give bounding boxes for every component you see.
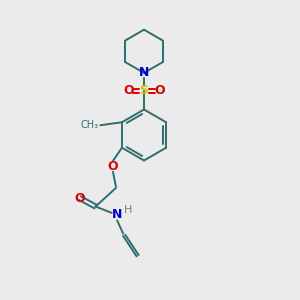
Text: O: O bbox=[154, 84, 165, 98]
Text: H: H bbox=[124, 205, 132, 214]
Text: O: O bbox=[75, 192, 85, 205]
Text: CH₃: CH₃ bbox=[81, 120, 99, 130]
Text: O: O bbox=[108, 160, 118, 173]
Text: N: N bbox=[139, 66, 149, 80]
Text: N: N bbox=[112, 208, 122, 221]
Text: S: S bbox=[140, 84, 148, 98]
Text: O: O bbox=[123, 84, 134, 98]
